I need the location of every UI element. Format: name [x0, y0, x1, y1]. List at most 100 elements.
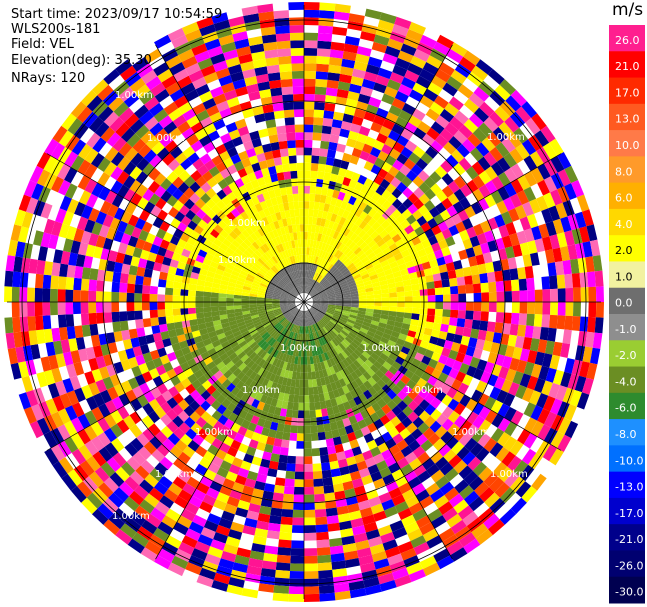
range-gate-bin [452, 360, 463, 372]
range-gate-bin [359, 327, 369, 334]
range-gate-bin [189, 277, 198, 285]
range-gate-bin [257, 327, 266, 335]
range-gate-bin [363, 71, 378, 83]
range-gate-bin [300, 318, 303, 327]
range-gate-bin [230, 23, 247, 35]
range-gate-bin [526, 277, 535, 291]
range-gate-bin [335, 396, 343, 406]
range-gate-bin [348, 195, 357, 206]
range-gate-bin [251, 195, 260, 206]
range-gate-bin [338, 278, 347, 284]
range-gate-bin [251, 398, 260, 409]
range-gate-bin [565, 302, 574, 317]
range-gate-bin [97, 157, 111, 172]
range-gate-bin [291, 540, 304, 549]
range-gate-bin [451, 441, 465, 455]
range-gate-bin [481, 292, 490, 302]
range-gate-bin [429, 488, 445, 503]
range-gate-bin [373, 558, 390, 570]
range-gate-bin [213, 532, 228, 544]
range-gate-bin [117, 242, 128, 255]
range-gate-bin [419, 95, 434, 109]
range-gate-bin [241, 343, 250, 351]
range-gate-bin [422, 382, 434, 393]
range-gate-bin [524, 417, 538, 433]
range-gate-bin [462, 354, 473, 366]
range-gate-bin [237, 276, 246, 283]
range-gate-bin [287, 347, 292, 356]
range-gate-bin [231, 136, 244, 147]
range-gate-bin [291, 224, 297, 233]
range-gate-bin [380, 284, 389, 290]
range-gate-bin [181, 346, 191, 356]
range-gate-bin [194, 463, 208, 476]
range-gate-bin [446, 76, 463, 91]
range-gate-bin [160, 413, 173, 426]
range-gate-bin [96, 280, 105, 292]
range-gate-bin [402, 279, 412, 287]
range-gate-bin [320, 218, 327, 227]
range-gate-bin [363, 318, 372, 324]
range-gate-bin [430, 140, 444, 153]
range-gate-bin [349, 362, 358, 372]
range-gate-bin [476, 359, 488, 372]
range-gate-bin [154, 173, 167, 186]
range-gate-bin [290, 555, 304, 564]
range-gate-bin [242, 525, 256, 536]
range-gate-bin [273, 484, 285, 494]
range-gate-bin [304, 9, 320, 18]
range-gate-bin [296, 162, 304, 171]
range-gate-bin [304, 132, 313, 141]
range-gate-bin [267, 72, 281, 82]
range-gate-bin [195, 445, 208, 458]
range-gate-bin [339, 466, 350, 476]
range-gate-bin [304, 93, 315, 102]
range-gate-bin [23, 406, 37, 424]
range-gate-bin [504, 406, 517, 422]
range-gate-bin [279, 299, 288, 302]
range-gate-bin [103, 413, 117, 428]
range-gate-bin [227, 259, 237, 267]
range-gate-bin [222, 356, 232, 366]
range-gate-bin [317, 321, 323, 329]
range-gate-bin [282, 310, 290, 316]
range-gate-bin [288, 394, 295, 403]
range-gate-bin [229, 364, 239, 374]
range-gate-bin [281, 353, 287, 362]
range-gate-bin [357, 174, 368, 185]
range-gate-bin [424, 200, 436, 212]
range-gate-bin [396, 311, 405, 318]
range-gate-bin [258, 11, 275, 21]
range-gate-bin [421, 238, 432, 249]
range-gate-bin [452, 390, 465, 403]
range-gate-bin [121, 329, 131, 341]
range-gate-bin [367, 208, 378, 218]
range-gate-bin [92, 100, 109, 117]
range-gate-bin [265, 57, 279, 67]
range-gate-bin [336, 323, 344, 330]
range-gate-bin [577, 331, 588, 347]
range-gate-bin [362, 223, 372, 233]
range-gate-bin [144, 493, 160, 508]
range-gate-bin [447, 423, 460, 437]
range-gate-bin [354, 181, 364, 192]
range-gate-bin [61, 473, 77, 491]
range-gate-bin [218, 302, 227, 307]
range-gate-bin [382, 332, 391, 340]
range-gate-bin [289, 264, 295, 273]
range-gate-bin [458, 293, 467, 302]
range-gate-bin [319, 294, 328, 298]
range-gate-bin [150, 317, 159, 327]
range-gate-bin [382, 247, 392, 256]
range-gate-bin [314, 314, 321, 321]
range-gate-bin [365, 64, 381, 75]
range-gate-bin [407, 192, 419, 204]
range-gate-bin [123, 92, 140, 108]
range-gate-bin [354, 208, 364, 218]
range-gate-bin [444, 122, 459, 136]
range-gate-bin [203, 296, 211, 302]
range-gate-bin [28, 330, 38, 346]
range-gate-bin [12, 271, 21, 288]
range-gate-bin [121, 263, 131, 275]
range-gate-bin [72, 302, 81, 315]
